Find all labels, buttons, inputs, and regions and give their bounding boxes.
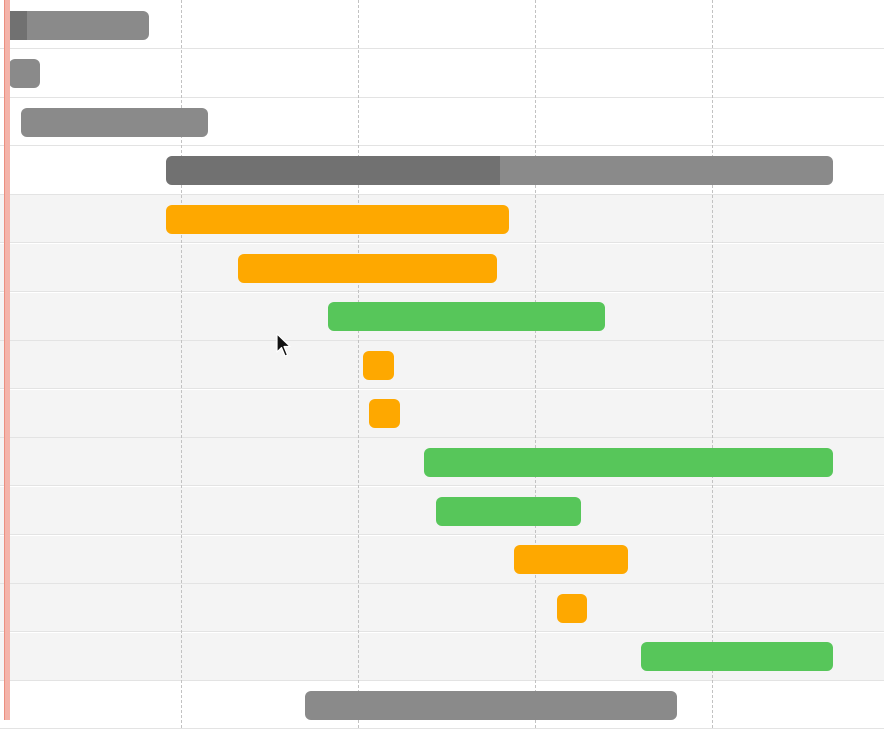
timeline-gridline bbox=[358, 0, 359, 728]
task-bar[interactable] bbox=[514, 545, 628, 575]
gantt-row bbox=[0, 195, 884, 244]
gantt-row bbox=[0, 389, 884, 438]
task-bar[interactable] bbox=[436, 496, 581, 526]
gantt-row bbox=[0, 584, 884, 633]
task-bar[interactable] bbox=[369, 399, 400, 429]
timeline-gridline bbox=[712, 0, 713, 728]
summary-task-bar[interactable] bbox=[21, 107, 208, 137]
mouse-pointer-icon bbox=[276, 333, 291, 357]
summary-task-bar[interactable] bbox=[166, 156, 833, 186]
summary-task-bar[interactable] bbox=[4, 10, 149, 40]
summary-task-bar[interactable] bbox=[9, 59, 40, 89]
gantt-row bbox=[0, 535, 884, 584]
task-bar[interactable] bbox=[328, 302, 605, 332]
gantt-row bbox=[0, 341, 884, 390]
timeline-gridline bbox=[535, 0, 536, 728]
task-bar[interactable] bbox=[363, 350, 394, 380]
gantt-row bbox=[0, 98, 884, 147]
task-bar[interactable] bbox=[238, 253, 497, 283]
timeline-gridline bbox=[181, 0, 182, 728]
gantt-row bbox=[0, 147, 884, 195]
task-bar[interactable] bbox=[424, 447, 833, 477]
task-bar[interactable] bbox=[557, 593, 587, 623]
bottom-divider bbox=[0, 728, 884, 729]
summary-task-bar[interactable] bbox=[305, 690, 677, 720]
gantt-row bbox=[0, 1, 884, 49]
task-bar[interactable] bbox=[641, 642, 833, 672]
task-bar[interactable] bbox=[166, 204, 509, 234]
task-progress-fill bbox=[166, 156, 500, 186]
gantt-row bbox=[0, 50, 884, 98]
today-marker bbox=[4, 0, 10, 720]
